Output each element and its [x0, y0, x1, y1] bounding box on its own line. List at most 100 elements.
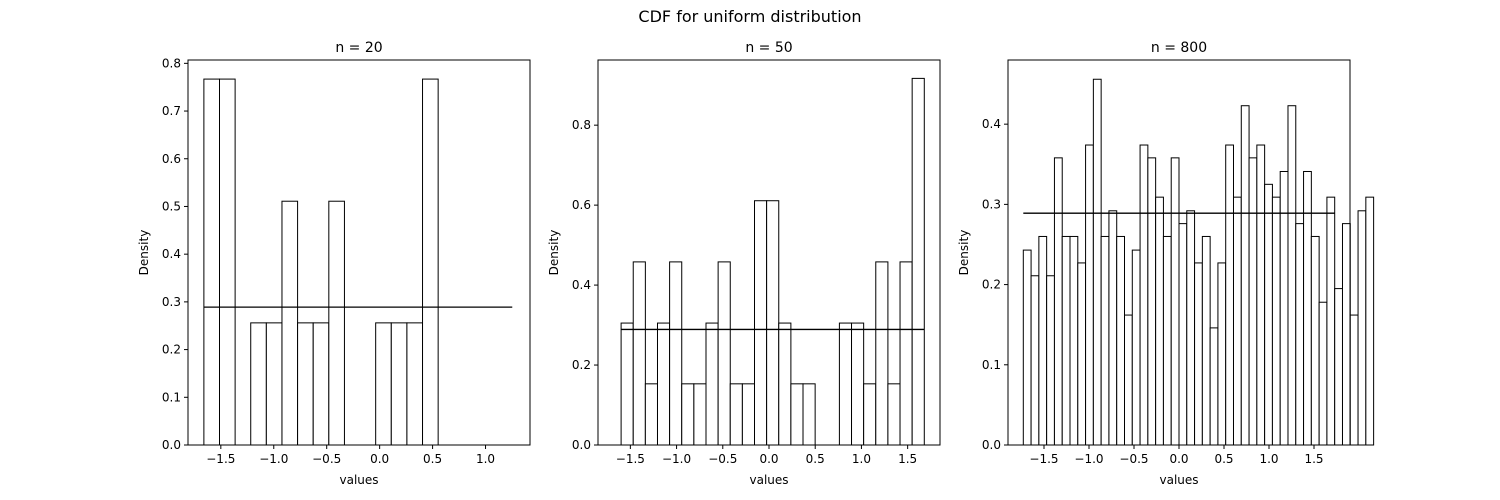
histogram-bar	[717, 261, 731, 446]
histogram-bar	[1232, 196, 1242, 446]
x-axis-label: values	[1159, 473, 1198, 487]
y-tick-label: 0.0	[572, 438, 591, 452]
histogram-bar	[1295, 223, 1305, 446]
histogram-bar	[1334, 288, 1343, 446]
histogram-bar	[851, 322, 865, 446]
histogram-bar	[1264, 183, 1273, 446]
y-tick-label: 0.0	[162, 438, 181, 452]
histogram-bar	[741, 383, 756, 446]
y-tick-label: 0.3	[982, 197, 1001, 211]
histogram-bar	[1240, 105, 1250, 446]
histogram-bar	[911, 77, 925, 446]
histogram-bar	[1131, 249, 1141, 446]
x-axis-label: values	[749, 473, 788, 487]
histogram-bar	[656, 322, 671, 446]
histogram-bar	[644, 383, 658, 446]
y-tick-label: 0.5	[162, 199, 181, 213]
histogram-bar	[1085, 144, 1094, 446]
panel-n50: −1.5 −1.0 −0.5 0.0 0.5 1.0 1.5 0.0 0.2 0.4 0.6 0.8 n…	[547, 40, 941, 487]
y-tick-label: 0.3	[162, 295, 181, 309]
histogram-bar	[681, 383, 695, 446]
panel-n20: −1.5 −1.0 −0.5 0.0 0.5 1.0 0.0 0.1 0.2 0.3 0.4 0.5 0…	[137, 40, 531, 487]
histogram-bar	[693, 383, 707, 446]
histogram-bar	[632, 261, 646, 446]
histogram-bar	[1030, 275, 1040, 446]
x-tick-label: −0.5	[708, 452, 737, 466]
histogram-bar	[406, 322, 424, 446]
histogram-bar	[1092, 78, 1102, 446]
histogram-bar	[802, 383, 816, 446]
histogram-bar	[250, 322, 267, 446]
histogram-bar	[297, 322, 314, 446]
histogram-bar	[1287, 105, 1297, 446]
y-tick-label: 0.4	[982, 117, 1001, 131]
histogram-bar	[766, 200, 780, 446]
subplot-title: n = 50	[745, 40, 792, 56]
histogram-bar	[1326, 196, 1336, 446]
histogram-bar	[1139, 144, 1149, 446]
histogram-bar	[705, 322, 719, 446]
histogram-bar	[203, 78, 221, 446]
histogram-bar	[669, 261, 683, 446]
histogram-bar	[1053, 157, 1063, 446]
y-tick-label: 0.2	[572, 358, 591, 372]
histogram-bar	[1256, 144, 1266, 446]
histogram-bar	[1310, 235, 1320, 446]
histogram-bar	[875, 261, 889, 446]
histogram-bar	[1178, 223, 1188, 446]
y-tick-label: 0.4	[162, 247, 181, 261]
histogram-bar	[838, 322, 853, 446]
x-tick-label: 1.0	[1259, 452, 1278, 466]
x-tick-label: 1.0	[852, 452, 871, 466]
figure-title: CDF for uniform distribution	[638, 7, 862, 26]
histogram-bar	[1155, 196, 1164, 446]
histogram-bar	[1116, 235, 1126, 446]
histogram-bar	[1341, 223, 1351, 446]
histogram-bar	[1194, 262, 1203, 446]
histogram-bar	[1318, 301, 1328, 446]
histogram-bar	[1022, 249, 1032, 446]
histogram-bar	[1349, 314, 1359, 446]
y-tick-label: 0.6	[162, 152, 181, 166]
histogram-bar	[281, 200, 299, 446]
x-tick-label: 0.0	[759, 452, 778, 466]
y-axis-label: Density	[137, 230, 151, 276]
histogram-bar	[219, 78, 236, 446]
y-axis-label: Density	[957, 230, 971, 276]
histogram-bar	[1061, 235, 1071, 446]
x-tick-label: −1.5	[1029, 452, 1058, 466]
x-tick-label: −1.5	[616, 452, 645, 466]
x-tick-label: 0.5	[423, 452, 442, 466]
histogram-bar	[1046, 275, 1055, 446]
x-tick-label: −1.5	[206, 452, 235, 466]
histogram-bar	[1077, 262, 1087, 446]
histogram-bar	[1357, 210, 1367, 446]
histogram-bar	[1209, 327, 1219, 446]
axes-frame	[187, 59, 531, 446]
histogram-bar	[1279, 170, 1289, 446]
histogram-bar	[1303, 170, 1312, 446]
histogram-bar	[1217, 262, 1227, 446]
histogram-bar	[1124, 314, 1133, 446]
histogram-bar	[729, 383, 743, 446]
histogram-bar	[1170, 157, 1180, 446]
histogram-bar	[899, 261, 913, 446]
y-tick-label: 0.7	[162, 104, 181, 118]
histogram-bar	[375, 322, 392, 446]
x-tick-label: 0.0	[370, 452, 389, 466]
x-tick-label: 1.5	[1304, 452, 1323, 466]
histogram-bar	[1038, 235, 1048, 446]
y-tick-label: 0.6	[572, 198, 591, 212]
x-tick-label: 0.5	[1214, 452, 1233, 466]
histogram-bar	[265, 322, 283, 446]
histogram-bar	[312, 322, 330, 446]
histogram-bar	[1248, 157, 1258, 446]
histogram-bar	[754, 200, 768, 446]
histogram-bar	[390, 322, 408, 446]
y-tick-label: 0.2	[982, 278, 1001, 292]
x-tick-label: −1.0	[662, 452, 691, 466]
histogram-bar	[1108, 210, 1118, 446]
y-tick-label: 0.2	[162, 343, 181, 357]
y-tick-label: 0.1	[162, 390, 181, 404]
